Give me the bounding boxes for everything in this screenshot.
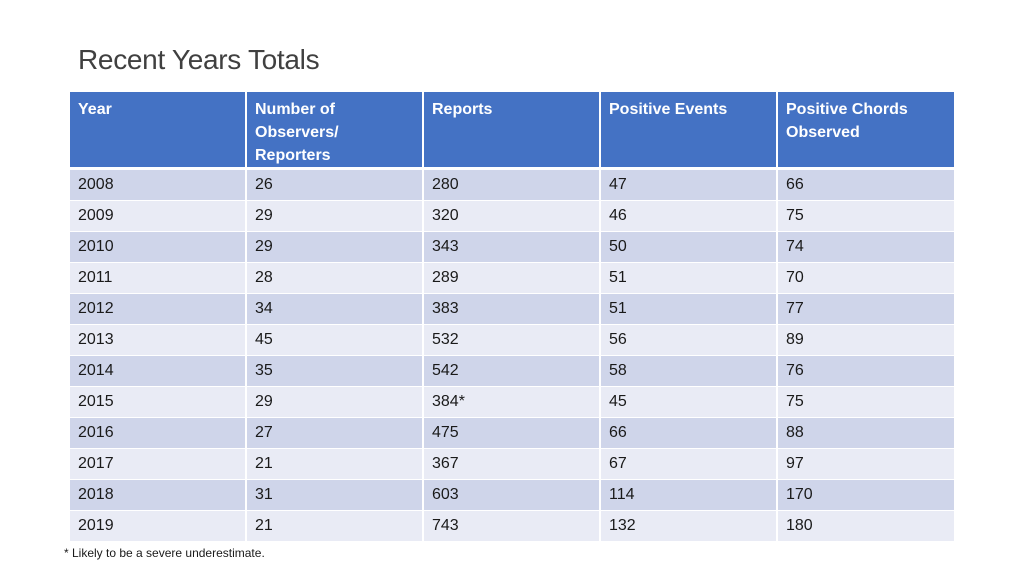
cell-positive-events: 58 <box>600 355 778 387</box>
table-header-row: Year Number of Observers/ Reporters Repo… <box>70 92 954 170</box>
cell-year: 2016 <box>70 417 247 449</box>
cell-positive-chords: 88 <box>777 417 954 449</box>
cell-observers: 21 <box>246 448 424 480</box>
cell-positive-events: 56 <box>600 324 778 356</box>
footnote: * Likely to be a severe underestimate. <box>64 546 265 560</box>
cell-observers: 34 <box>246 293 424 325</box>
cell-positive-events: 47 <box>600 168 778 201</box>
header-positive-chords: Positive Chords Observed <box>777 92 954 170</box>
cell-observers: 21 <box>246 510 424 542</box>
cell-positive-chords: 76 <box>777 355 954 387</box>
cell-positive-events: 114 <box>600 479 778 511</box>
cell-positive-events: 132 <box>600 510 778 542</box>
cell-reports: 384* <box>423 386 601 418</box>
cell-year: 2008 <box>70 168 247 201</box>
cell-reports: 320 <box>423 200 601 232</box>
table-row: 2012 34 383 51 77 <box>70 293 954 325</box>
table-row: 2009 29 320 46 75 <box>70 200 954 232</box>
cell-year: 2018 <box>70 479 247 511</box>
cell-observers: 31 <box>246 479 424 511</box>
table-row: 2016 27 475 66 88 <box>70 417 954 449</box>
table-row: 2017 21 367 67 97 <box>70 448 954 480</box>
cell-year: 2012 <box>70 293 247 325</box>
cell-positive-chords: 74 <box>777 231 954 263</box>
cell-year: 2010 <box>70 231 247 263</box>
cell-positive-chords: 66 <box>777 168 954 201</box>
cell-reports: 367 <box>423 448 601 480</box>
table-row: 2011 28 289 51 70 <box>70 262 954 294</box>
cell-positive-events: 46 <box>600 200 778 232</box>
cell-positive-chords: 70 <box>777 262 954 294</box>
cell-positive-chords: 180 <box>777 510 954 542</box>
cell-observers: 45 <box>246 324 424 356</box>
cell-positive-events: 45 <box>600 386 778 418</box>
cell-reports: 542 <box>423 355 601 387</box>
cell-year: 2017 <box>70 448 247 480</box>
cell-positive-events: 67 <box>600 448 778 480</box>
cell-positive-events: 66 <box>600 417 778 449</box>
cell-positive-chords: 97 <box>777 448 954 480</box>
cell-reports: 280 <box>423 168 601 201</box>
cell-positive-events: 51 <box>600 262 778 294</box>
totals-table: Year Number of Observers/ Reporters Repo… <box>70 92 954 542</box>
cell-observers: 26 <box>246 168 424 201</box>
table-row: 2014 35 542 58 76 <box>70 355 954 387</box>
cell-positive-chords: 89 <box>777 324 954 356</box>
cell-year: 2019 <box>70 510 247 542</box>
header-reports: Reports <box>423 92 601 170</box>
header-observers: Number of Observers/ Reporters <box>246 92 424 170</box>
cell-reports: 603 <box>423 479 601 511</box>
cell-positive-events: 51 <box>600 293 778 325</box>
cell-observers: 29 <box>246 231 424 263</box>
cell-positive-chords: 75 <box>777 386 954 418</box>
cell-positive-events: 50 <box>600 231 778 263</box>
cell-reports: 532 <box>423 324 601 356</box>
cell-observers: 29 <box>246 386 424 418</box>
table-row: 2018 31 603 114 170 <box>70 479 954 511</box>
table-row: 2015 29 384* 45 75 <box>70 386 954 418</box>
cell-observers: 27 <box>246 417 424 449</box>
cell-positive-chords: 75 <box>777 200 954 232</box>
table-row: 2019 21 743 132 180 <box>70 510 954 542</box>
cell-observers: 28 <box>246 262 424 294</box>
cell-year: 2011 <box>70 262 247 294</box>
cell-reports: 383 <box>423 293 601 325</box>
cell-year: 2009 <box>70 200 247 232</box>
cell-positive-chords: 170 <box>777 479 954 511</box>
cell-observers: 35 <box>246 355 424 387</box>
table-row: 2013 45 532 56 89 <box>70 324 954 356</box>
header-positive-events: Positive Events <box>600 92 778 170</box>
header-year: Year <box>70 92 247 170</box>
table-body: 2008 26 280 47 66 2009 29 320 46 75 2010 29 343 50 74 2… <box>70 168 954 542</box>
table-row: 2010 29 343 50 74 <box>70 231 954 263</box>
cell-year: 2014 <box>70 355 247 387</box>
cell-year: 2015 <box>70 386 247 418</box>
cell-observers: 29 <box>246 200 424 232</box>
cell-reports: 743 <box>423 510 601 542</box>
page-title: Recent Years Totals <box>78 44 320 75</box>
cell-positive-chords: 77 <box>777 293 954 325</box>
cell-reports: 289 <box>423 262 601 294</box>
table-row: 2008 26 280 47 66 <box>70 168 954 201</box>
cell-reports: 343 <box>423 231 601 263</box>
cell-reports: 475 <box>423 417 601 449</box>
cell-year: 2013 <box>70 324 247 356</box>
